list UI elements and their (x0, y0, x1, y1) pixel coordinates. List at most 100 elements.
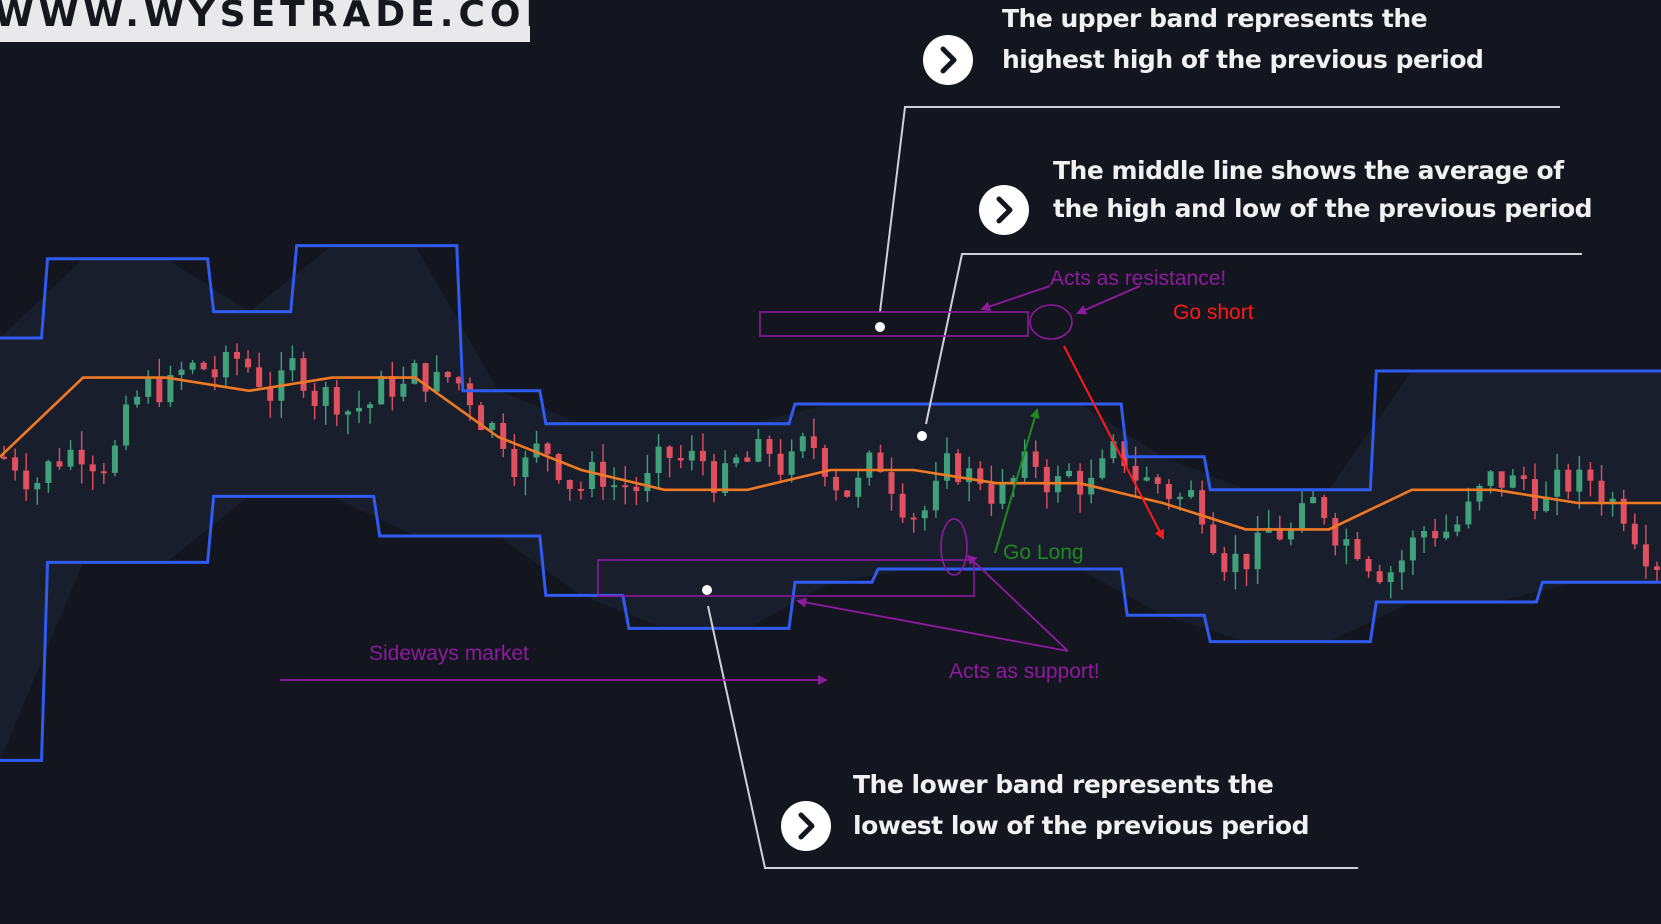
acts-as-support-label: Acts as support! (949, 660, 1100, 683)
upper-band-callout: The upper band represents the highest hi… (1002, 0, 1484, 80)
candle-body (844, 490, 851, 497)
lower-band-callout: The lower band represents the lowest low… (853, 764, 1309, 846)
candle-body (1032, 451, 1039, 467)
candle-body (833, 476, 840, 491)
candle-body (888, 472, 895, 494)
candle-body (1498, 471, 1505, 488)
candle-body (755, 438, 762, 462)
candle-body (1210, 524, 1217, 554)
candle-body (189, 362, 196, 370)
candle-body (1132, 465, 1139, 481)
go-short-arrow (1063, 345, 1164, 540)
lower-band-line (0, 494, 1661, 762)
candle-body (1243, 553, 1250, 570)
candle-body (533, 443, 540, 458)
candle-body (1398, 560, 1405, 573)
candle-body (1176, 496, 1183, 500)
candle-body (333, 387, 340, 415)
candle-body (1654, 566, 1660, 570)
candle-body (1443, 531, 1450, 539)
candle-body (1576, 469, 1583, 492)
candle-body (378, 375, 385, 405)
support-arrow-right (966, 554, 1069, 652)
candle-body (733, 457, 740, 464)
candle-body (1421, 530, 1428, 538)
candle-body (966, 468, 973, 483)
candle-body (633, 486, 640, 492)
upper-callout-line-1: The upper band represents the (1002, 4, 1428, 33)
candle-body (167, 374, 174, 403)
candle-body (566, 480, 573, 489)
candle-body (999, 482, 1006, 504)
candle-body (289, 358, 296, 371)
middle-line (0, 376, 1661, 531)
candle-body (145, 377, 152, 397)
candle-body (1343, 539, 1350, 546)
candle-body (1598, 480, 1605, 505)
candle-body (478, 405, 485, 431)
candle-body (389, 375, 396, 397)
candle-body (877, 452, 884, 473)
candle-body (211, 369, 218, 378)
candle-body (67, 449, 74, 467)
candle-body (400, 383, 407, 397)
candle-body (988, 483, 995, 504)
candle-body (23, 470, 30, 490)
candle-body (1465, 501, 1472, 525)
candle-body (134, 396, 141, 405)
candle-body (300, 358, 307, 391)
candle-body (1254, 532, 1261, 570)
candle-body (455, 377, 462, 384)
chevron-right-icon (798, 812, 815, 840)
candle-body (433, 371, 440, 392)
candle-body (722, 463, 729, 493)
candle-body (1365, 559, 1372, 572)
candle-body (1432, 530, 1439, 539)
candle-body (644, 473, 651, 492)
candle-body (1454, 524, 1461, 532)
candle-body (810, 436, 817, 448)
candle-body (1476, 485, 1483, 502)
annotation-overlays (280, 106, 1582, 869)
candle-body (588, 461, 595, 490)
candle-body (344, 411, 351, 415)
candle-body (89, 464, 96, 472)
candle-body (1, 456, 7, 459)
upper-callout-line-2: highest high of the previous period (1002, 45, 1484, 74)
candle-body (1565, 469, 1572, 492)
candle-body (12, 457, 19, 471)
candle-body (200, 362, 207, 370)
candle-body (522, 457, 529, 478)
candle-body (267, 387, 274, 401)
candle-body (932, 480, 939, 511)
candle-body (1043, 466, 1050, 493)
candle-body (1099, 458, 1106, 478)
support-touch-circle (940, 518, 968, 576)
candle-body (1310, 497, 1317, 504)
candle-body (899, 493, 906, 518)
candle-body (78, 449, 85, 465)
candle-body (511, 448, 518, 478)
go-long-arrow (994, 408, 1040, 554)
candle-body (788, 451, 795, 475)
price-candles (1, 343, 1660, 599)
watermark-banner: WWW.WYSETRADE.COM (0, 0, 530, 42)
candle-body (910, 517, 917, 520)
candle-body (1298, 503, 1305, 530)
resistance-arrow-left (980, 285, 1051, 312)
candle-body (422, 363, 429, 392)
candle-body (1487, 471, 1494, 486)
candle-body (744, 457, 751, 462)
candle-body (1409, 537, 1416, 561)
watermark-text: WWW.WYSETRADE.COM (0, 0, 530, 35)
candle-body (622, 485, 629, 488)
candle-body (156, 377, 163, 403)
resistance-box (759, 311, 1029, 337)
acts-as-resistance-label: Acts as resistance! (1050, 267, 1227, 290)
candle-body (500, 422, 507, 449)
candle-body (367, 404, 374, 408)
candle-body (666, 446, 673, 458)
candle-body (245, 358, 252, 368)
